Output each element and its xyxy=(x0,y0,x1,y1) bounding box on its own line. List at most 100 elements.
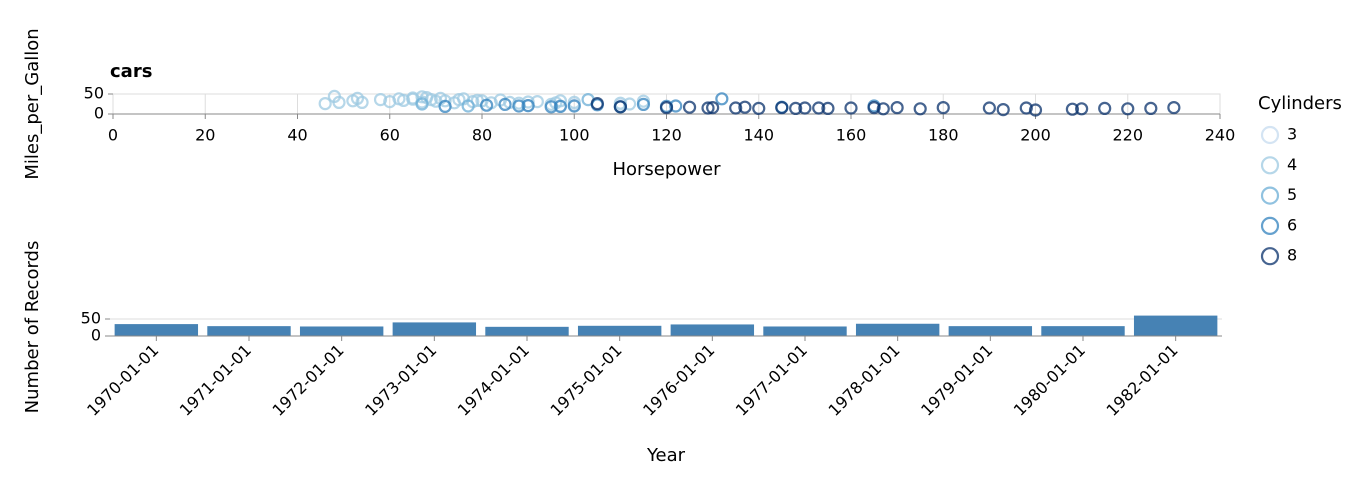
point xyxy=(913,102,927,116)
x-tick-label: 180 xyxy=(928,126,959,145)
x-tick-label: 40 xyxy=(287,126,307,145)
legend-title: Cylinders xyxy=(1258,93,1342,114)
x-tick-label: 1973-01-01 xyxy=(361,341,440,420)
point xyxy=(1144,101,1158,116)
point xyxy=(521,98,535,113)
point xyxy=(553,99,568,114)
y-axis-title: Miles_per_Gallon xyxy=(22,28,43,179)
x-axis-title: Horsepower xyxy=(612,159,721,180)
x-tick-label: 1971-01-01 xyxy=(176,341,255,420)
legend-symbol xyxy=(1260,216,1280,235)
point xyxy=(332,95,346,110)
x-tick-label: 0 xyxy=(108,126,118,145)
point xyxy=(729,101,743,115)
bar xyxy=(392,322,477,336)
legend-symbol xyxy=(1260,186,1280,205)
point xyxy=(890,100,904,115)
y-tick-label: 0 xyxy=(94,104,104,123)
point xyxy=(936,100,950,115)
point xyxy=(415,97,429,111)
legend-label: 5 xyxy=(1287,185,1297,204)
x-tick-label: 1978-01-01 xyxy=(824,341,903,420)
point xyxy=(752,101,766,116)
point xyxy=(982,101,996,115)
point xyxy=(438,94,452,108)
point xyxy=(355,95,369,110)
x-tick-label: 200 xyxy=(1020,126,1051,145)
x-tick-label: 1970-01-01 xyxy=(83,341,162,420)
point xyxy=(544,100,558,114)
point xyxy=(812,101,826,115)
point xyxy=(844,101,858,115)
y-tick-label: 50 xyxy=(81,309,101,328)
bar xyxy=(1133,315,1218,336)
legend-label: 8 xyxy=(1287,246,1297,265)
point xyxy=(498,97,512,112)
bar xyxy=(763,326,847,336)
point xyxy=(1028,103,1043,117)
bar xyxy=(485,326,569,336)
x-tick-label: 1976-01-01 xyxy=(639,341,718,420)
bar xyxy=(207,326,291,336)
point xyxy=(715,92,729,106)
x-tick-label: 1979-01-01 xyxy=(917,341,996,420)
legend-symbol xyxy=(1260,156,1280,175)
y-tick-label: 50 xyxy=(84,84,104,103)
x-tick-label: 1980-01-01 xyxy=(1010,341,1089,420)
x-tick-label: 140 xyxy=(743,126,774,145)
x-axis-title: Year xyxy=(646,445,686,466)
bar xyxy=(1041,326,1125,336)
point xyxy=(553,94,568,108)
point xyxy=(1065,102,1080,116)
point xyxy=(821,101,835,116)
legend-label: 3 xyxy=(1287,125,1297,144)
point xyxy=(438,99,452,114)
x-tick-label: 1975-01-01 xyxy=(546,341,625,420)
point xyxy=(461,99,475,113)
point xyxy=(775,100,789,115)
point xyxy=(373,92,388,107)
point xyxy=(789,101,803,116)
legend-symbol xyxy=(1260,247,1280,266)
bar xyxy=(670,324,755,336)
point xyxy=(512,99,526,113)
chart-title: cars xyxy=(110,61,152,82)
point xyxy=(706,100,720,115)
legend-symbol xyxy=(1260,125,1280,145)
x-tick-label: 120 xyxy=(651,126,682,145)
point xyxy=(682,100,697,114)
point xyxy=(996,102,1010,117)
point xyxy=(1121,102,1135,116)
x-tick-label: 160 xyxy=(836,126,867,145)
y-axis-title: Number of Records xyxy=(22,241,43,414)
point xyxy=(613,100,627,114)
legend-label: 4 xyxy=(1287,155,1297,174)
x-tick-label: 240 xyxy=(1205,126,1236,145)
bar xyxy=(948,326,1033,336)
point xyxy=(1167,100,1181,115)
x-tick-label: 1982-01-01 xyxy=(1102,341,1181,420)
point xyxy=(1075,102,1089,116)
legend-label: 6 xyxy=(1287,215,1297,234)
point xyxy=(669,99,683,113)
point xyxy=(567,99,581,113)
x-tick-label: 20 xyxy=(195,126,215,145)
point xyxy=(480,98,494,112)
x-tick-label: 1974-01-01 xyxy=(454,341,533,420)
bar xyxy=(114,324,199,336)
point xyxy=(798,101,812,115)
x-tick-label: 80 xyxy=(472,126,492,145)
point xyxy=(867,100,881,115)
point xyxy=(318,96,332,111)
y-tick-label: 0 xyxy=(91,326,101,345)
point xyxy=(659,100,674,115)
x-tick-label: 100 xyxy=(559,126,590,145)
point xyxy=(1019,101,1033,115)
point xyxy=(738,100,752,114)
bar xyxy=(855,323,940,336)
point xyxy=(876,102,890,116)
x-tick-label: 220 xyxy=(1112,126,1143,145)
bar xyxy=(577,325,662,336)
x-tick-label: 60 xyxy=(380,126,400,145)
